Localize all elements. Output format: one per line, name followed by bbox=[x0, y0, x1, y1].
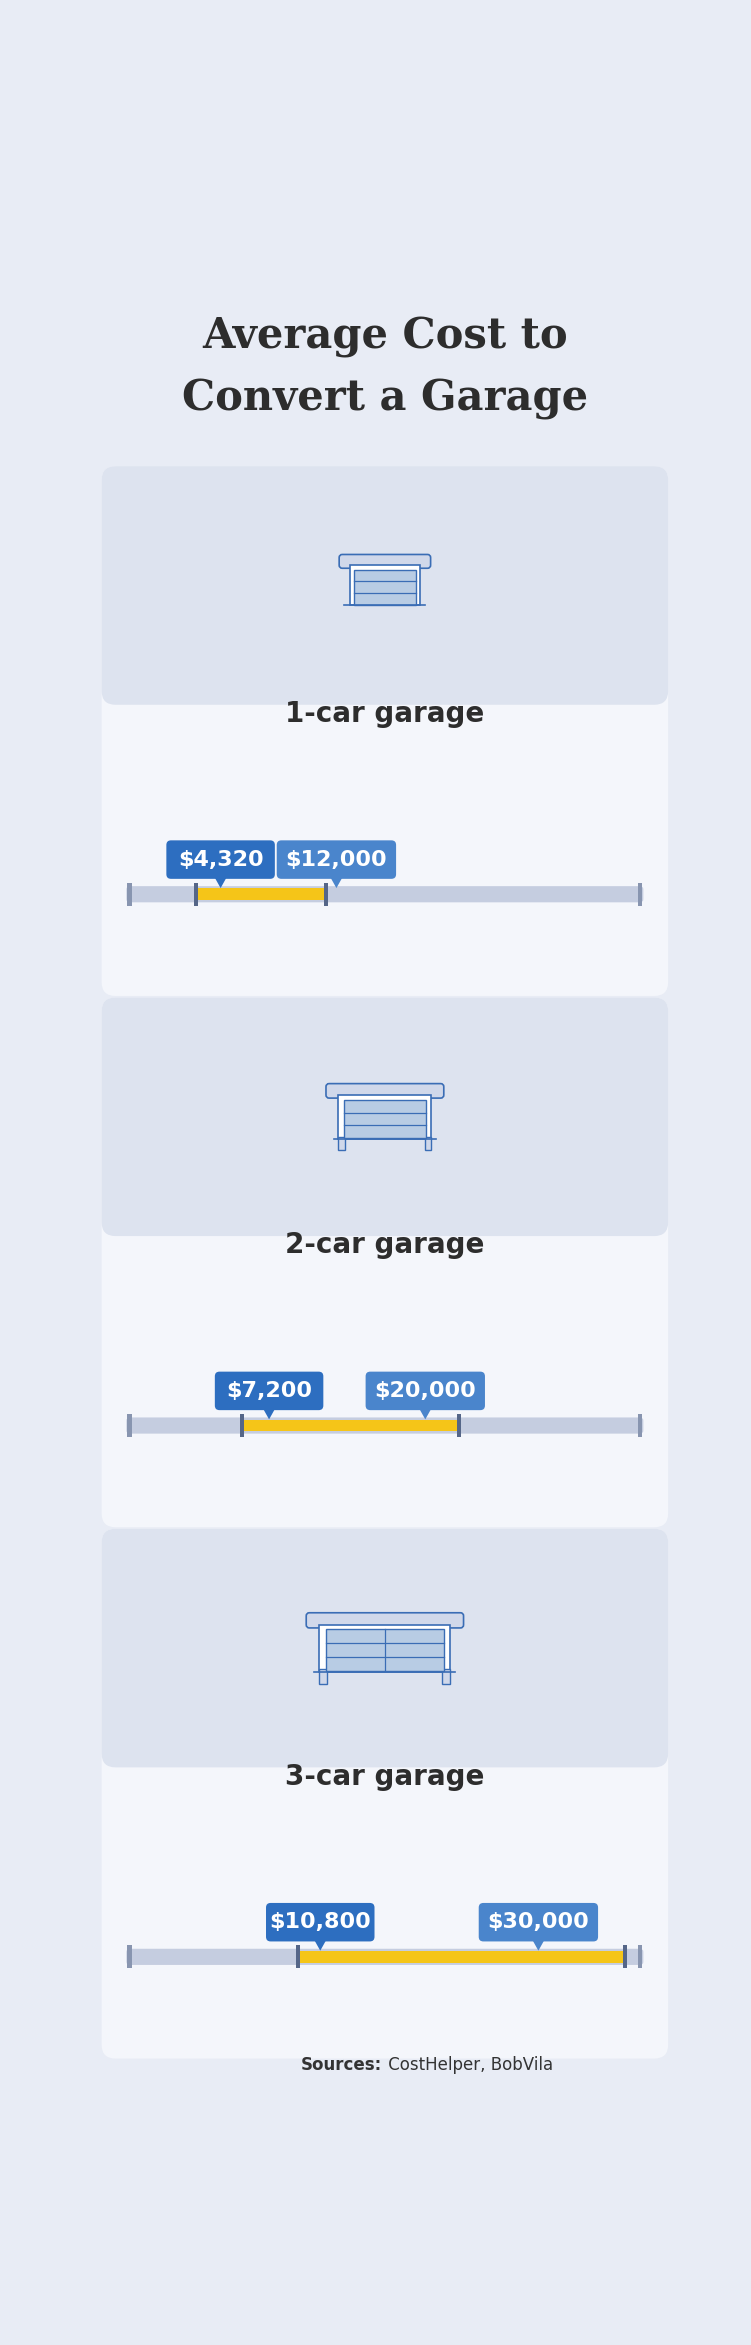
Bar bbox=[240, 1414, 244, 1437]
Bar bbox=[296, 1946, 300, 1967]
Text: 1-car garage: 1-car garage bbox=[285, 701, 484, 729]
Bar bbox=[194, 882, 198, 905]
Bar bbox=[339, 1137, 345, 1149]
FancyBboxPatch shape bbox=[101, 997, 668, 1527]
Text: $12,000: $12,000 bbox=[285, 849, 388, 870]
Bar bbox=[128, 882, 131, 905]
Text: $20,000: $20,000 bbox=[375, 1381, 476, 1400]
FancyBboxPatch shape bbox=[126, 886, 644, 903]
Bar bbox=[324, 882, 328, 905]
Bar bbox=[343, 1100, 427, 1137]
Bar bbox=[442, 1670, 451, 1684]
Bar bbox=[326, 1630, 444, 1672]
FancyBboxPatch shape bbox=[101, 1529, 668, 1768]
FancyBboxPatch shape bbox=[266, 1902, 375, 1942]
Bar bbox=[128, 1414, 131, 1437]
Polygon shape bbox=[312, 1937, 328, 1951]
Bar bbox=[116, 610, 653, 692]
Bar bbox=[638, 1414, 642, 1437]
Bar bbox=[242, 1419, 459, 1430]
Bar bbox=[128, 1946, 131, 1967]
FancyBboxPatch shape bbox=[101, 467, 668, 706]
FancyBboxPatch shape bbox=[101, 1529, 668, 2059]
FancyBboxPatch shape bbox=[366, 1372, 485, 1409]
Bar bbox=[116, 1674, 653, 1754]
Text: 3-car garage: 3-car garage bbox=[285, 1763, 484, 1792]
Text: Convert a Garage: Convert a Garage bbox=[182, 378, 588, 420]
Text: $30,000: $30,000 bbox=[487, 1911, 590, 1932]
Bar bbox=[350, 565, 420, 605]
Bar bbox=[116, 1142, 653, 1222]
Bar bbox=[623, 1946, 627, 1967]
Text: Average Cost to: Average Cost to bbox=[202, 317, 568, 359]
Polygon shape bbox=[418, 1405, 433, 1419]
Bar bbox=[457, 1414, 461, 1437]
Bar bbox=[638, 1946, 642, 1967]
Text: $10,800: $10,800 bbox=[270, 1911, 371, 1932]
Polygon shape bbox=[531, 1937, 546, 1951]
Text: Sources:: Sources: bbox=[300, 2057, 382, 2075]
Polygon shape bbox=[261, 1405, 277, 1419]
Text: CostHelper, BobVila: CostHelper, BobVila bbox=[383, 2057, 553, 2075]
Bar bbox=[339, 1095, 431, 1140]
Bar bbox=[319, 1670, 327, 1684]
FancyBboxPatch shape bbox=[101, 467, 668, 997]
FancyBboxPatch shape bbox=[101, 997, 668, 1236]
FancyBboxPatch shape bbox=[326, 1083, 444, 1097]
FancyBboxPatch shape bbox=[167, 840, 275, 879]
Bar bbox=[319, 1625, 451, 1672]
Polygon shape bbox=[329, 875, 344, 889]
Text: $4,320: $4,320 bbox=[178, 849, 264, 870]
Bar bbox=[354, 570, 416, 605]
Text: 2-car garage: 2-car garage bbox=[285, 1231, 484, 1259]
FancyBboxPatch shape bbox=[126, 1416, 644, 1433]
FancyBboxPatch shape bbox=[478, 1902, 598, 1942]
Bar bbox=[425, 1137, 431, 1149]
FancyBboxPatch shape bbox=[306, 1613, 463, 1627]
Bar bbox=[298, 1951, 625, 1963]
FancyBboxPatch shape bbox=[276, 840, 396, 879]
FancyBboxPatch shape bbox=[339, 553, 430, 567]
Polygon shape bbox=[213, 875, 228, 889]
Bar bbox=[638, 882, 642, 905]
FancyBboxPatch shape bbox=[215, 1372, 324, 1409]
FancyBboxPatch shape bbox=[126, 1949, 644, 1965]
Text: $7,200: $7,200 bbox=[226, 1381, 312, 1400]
Bar bbox=[196, 889, 326, 900]
